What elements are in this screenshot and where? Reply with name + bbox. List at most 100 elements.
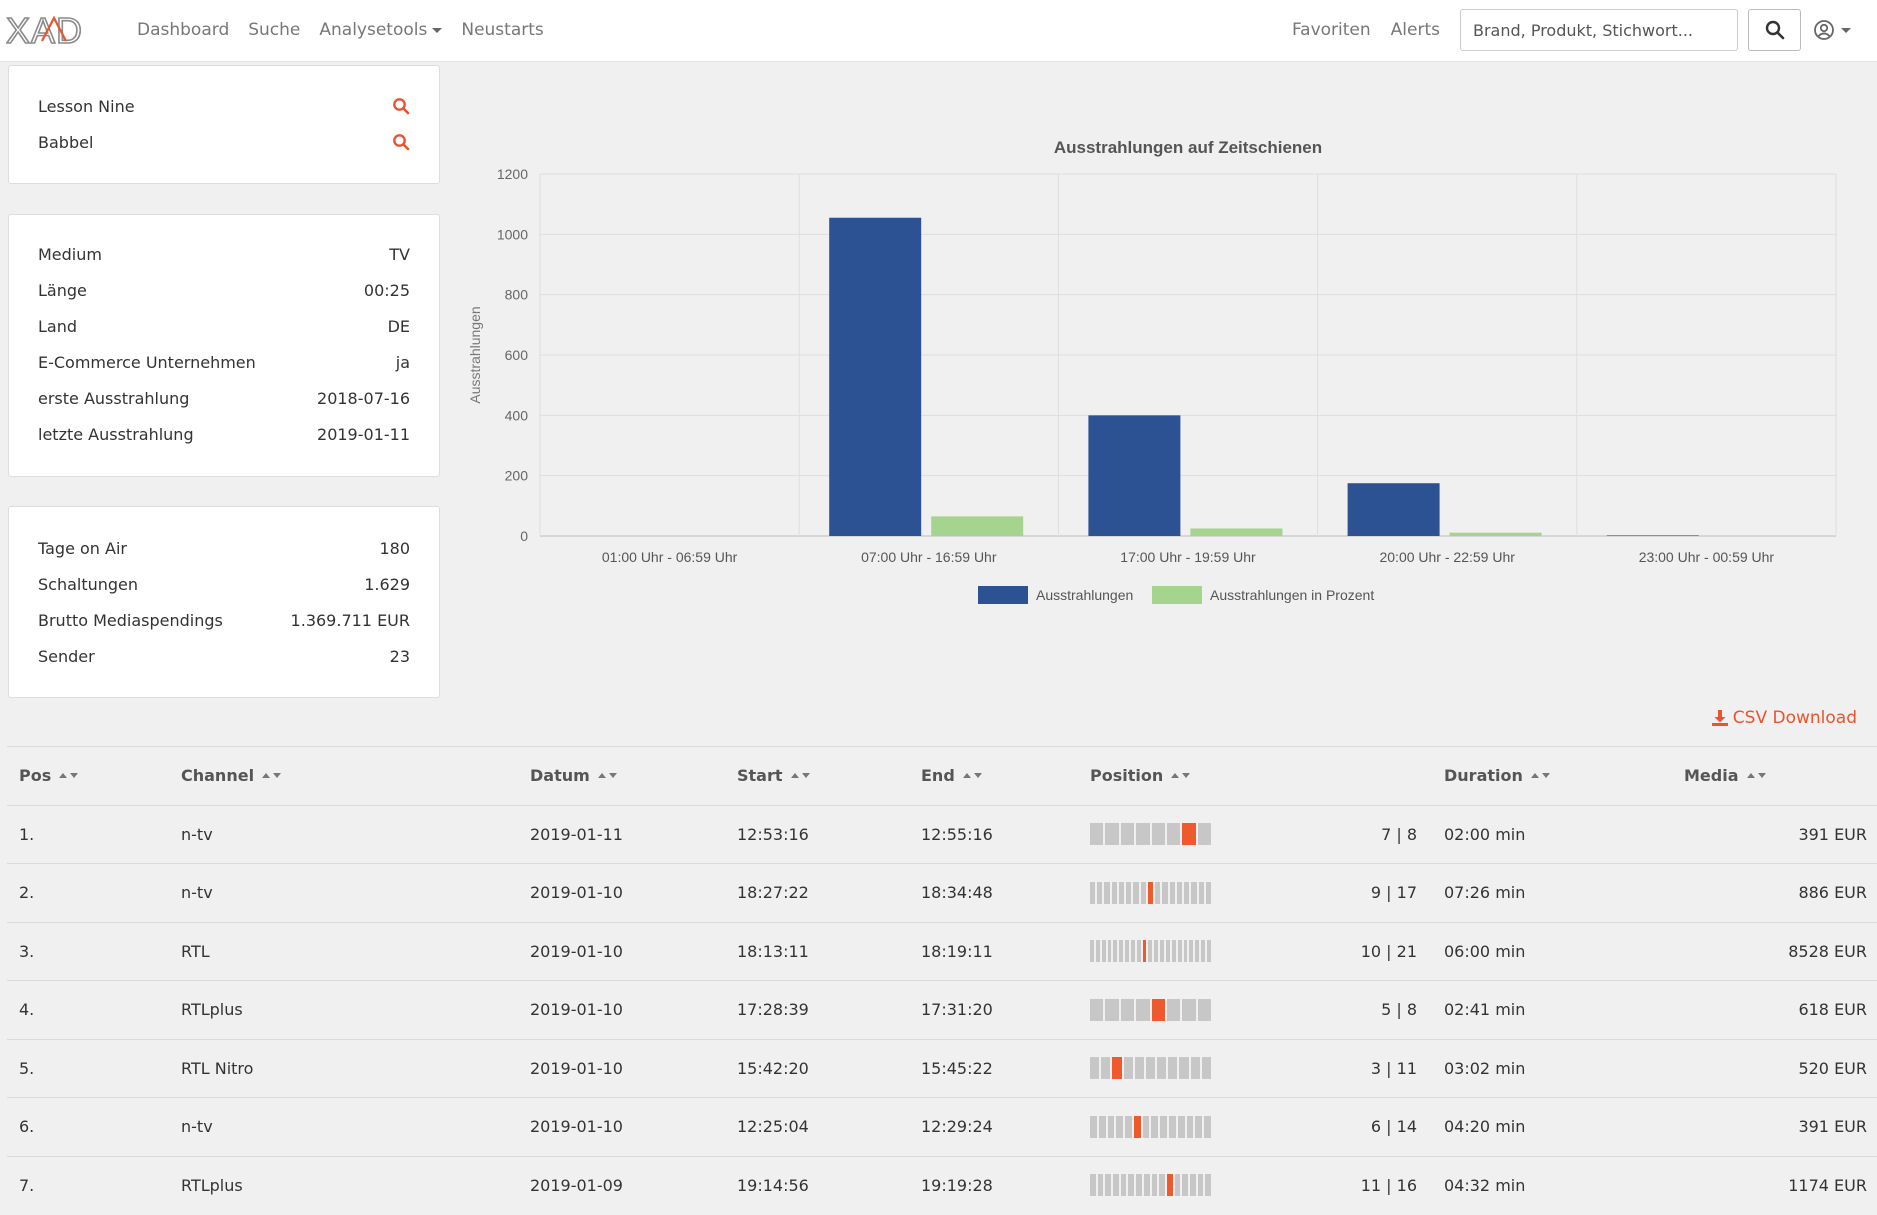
sort-icon <box>1171 773 1191 779</box>
stats-label: Brutto Mediaspendings <box>38 610 223 630</box>
media-cell: 391 EUR <box>1798 824 1867 844</box>
stats-row: Brutto Mediaspendings 1.369.711 EUR <box>38 602 410 638</box>
position-bar-cell <box>1090 1157 1211 1215</box>
user-icon <box>1814 20 1834 40</box>
channel-cell: RTLplus <box>181 1175 243 1195</box>
column-header-position[interactable]: Position <box>1090 747 1191 805</box>
position-segment <box>1166 823 1181 846</box>
position-bar <box>1090 1174 1211 1197</box>
info-panel: Medium TV Länge 00:25 Land DE E-Commerce Un… <box>8 214 440 477</box>
x-tick-label: 23:00 Uhr - 00:59 Uhr <box>1639 549 1775 565</box>
stats-row: Sender 23 <box>38 638 410 674</box>
user-menu[interactable] <box>1801 9 1863 51</box>
info-value: 00:25 <box>363 280 410 300</box>
info-row: E-Commerce Unternehmen ja <box>38 344 410 380</box>
pos-cell: 5. <box>19 1058 35 1078</box>
xad-logo[interactable]: XAD <box>6 10 110 50</box>
channel-cell: n-tv <box>181 1117 213 1137</box>
position-bar <box>1090 1115 1211 1138</box>
position-segment <box>1116 1115 1124 1138</box>
position-segment <box>1142 1115 1150 1138</box>
position-segment <box>1105 998 1119 1021</box>
pos-cell: 4. <box>19 1000 35 1020</box>
slot-cell: 3 | 11 <box>1370 1058 1417 1078</box>
slot-cell: 5 | 8 <box>1381 1000 1417 1020</box>
start-cell: 18:13:11 <box>737 941 809 961</box>
position-bar <box>1090 823 1211 846</box>
position-segment <box>1113 940 1118 963</box>
search-button[interactable] <box>1748 9 1801 51</box>
position-segment <box>1136 823 1150 846</box>
position-segment <box>1126 881 1132 904</box>
search-icon[interactable] <box>392 97 410 115</box>
info-label: erste Ausstrahlung <box>38 388 190 408</box>
nav-suche[interactable]: Suche <box>248 20 301 40</box>
info-value: TV <box>389 244 410 264</box>
position-segment <box>1090 881 1096 904</box>
end-cell: 15:45:22 <box>921 1058 993 1078</box>
nav-alerts[interactable]: Alerts <box>1390 20 1440 40</box>
position-segment-active <box>1142 940 1147 963</box>
channel-cell: RTLplus <box>181 1000 243 1020</box>
stats-label: Sender <box>38 646 95 666</box>
legend-label: Ausstrahlungen in Prozent <box>1210 587 1374 603</box>
position-segment <box>1136 940 1141 963</box>
column-header-media[interactable]: Media <box>1684 747 1766 805</box>
slot-cell: 6 | 14 <box>1370 1117 1417 1137</box>
column-header-duration[interactable]: Duration <box>1444 747 1550 805</box>
pos-cell: 6. <box>19 1117 35 1137</box>
position-bar-cell <box>1090 1098 1211 1156</box>
column-header-end[interactable]: End <box>921 747 982 805</box>
y-tick-label: 1000 <box>497 226 528 242</box>
position-segment <box>1120 823 1135 846</box>
info-row: Medium TV <box>38 236 410 272</box>
y-tick-label: 1200 <box>497 166 528 182</box>
column-header-label: Position <box>1090 766 1164 786</box>
search-input[interactable] <box>1460 9 1738 51</box>
stats-value: 180 <box>379 538 410 558</box>
position-segment <box>1190 1057 1200 1080</box>
nav-favoriten[interactable]: Favoriten <box>1291 20 1371 40</box>
media-cell: 618 EUR <box>1798 1000 1867 1020</box>
media-cell: 520 EUR <box>1798 1058 1867 1078</box>
position-segment <box>1125 1115 1132 1138</box>
position-segment <box>1107 940 1112 963</box>
position-segment <box>1189 940 1194 963</box>
info-value: 2019-01-11 <box>317 424 410 444</box>
position-segment <box>1177 940 1182 963</box>
search-icon[interactable] <box>392 133 410 151</box>
y-tick-label: 600 <box>505 347 529 363</box>
end-cell: 18:34:48 <box>921 883 993 903</box>
position-segment <box>1145 1057 1156 1080</box>
bar-0 <box>1088 415 1181 536</box>
x-tick-label: 07:00 Uhr - 16:59 Uhr <box>861 549 997 565</box>
nav-neustarts[interactable]: Neustarts <box>461 20 544 40</box>
position-segment <box>1176 881 1183 904</box>
table-row: 4. RTLplus 2019-01-10 17:28:39 17:31:20 5 | 8… <box>7 980 1877 1039</box>
nav-analysetools[interactable]: Analysetools <box>319 20 443 40</box>
nav-dashboard[interactable]: Dashboard <box>137 20 230 40</box>
position-segment <box>1204 1115 1211 1138</box>
column-header-start[interactable]: Start <box>737 747 810 805</box>
duration-cell: 04:20 min <box>1444 1117 1526 1137</box>
position-bar-cell <box>1090 806 1211 864</box>
position-segment <box>1119 940 1124 963</box>
x-tick-label: 20:00 Uhr - 22:59 Uhr <box>1379 549 1515 565</box>
logo-text: XAD <box>6 10 83 50</box>
position-segment <box>1183 940 1188 963</box>
table-row: 3. RTL 2019-01-10 18:13:11 18:19:11 10 | 21 06… <box>7 921 1877 981</box>
bar-1 <box>931 516 1024 536</box>
column-header-datum[interactable]: Datum <box>530 747 617 805</box>
csv-download-link[interactable]: CSV Download <box>1711 708 1857 728</box>
channel-cell: RTL <box>181 941 210 961</box>
position-segment <box>1197 998 1211 1021</box>
position-segment <box>1189 1174 1196 1197</box>
position-segment <box>1184 881 1190 904</box>
column-header-channel[interactable]: Channel <box>181 747 282 805</box>
column-header-label: Channel <box>181 766 255 786</box>
position-segment <box>1157 1057 1167 1080</box>
sort-icon <box>790 773 810 779</box>
column-header-label: Start <box>737 766 783 786</box>
column-header-pos[interactable]: Pos <box>19 747 79 805</box>
position-segment <box>1151 1174 1158 1197</box>
